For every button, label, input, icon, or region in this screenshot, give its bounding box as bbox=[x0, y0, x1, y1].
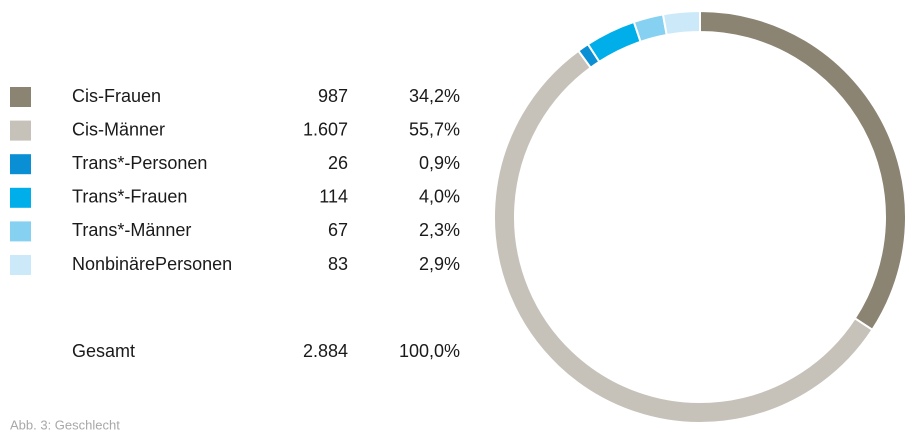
count-label: 83 bbox=[328, 254, 348, 274]
total-value: 2.884 bbox=[303, 341, 348, 361]
legend-swatch bbox=[10, 221, 31, 242]
count-label: 114 bbox=[319, 187, 348, 207]
donut-segment bbox=[661, 9, 701, 37]
share-label: 2,3% bbox=[419, 220, 460, 240]
donut-segment bbox=[493, 49, 874, 424]
count-label: 26 bbox=[328, 153, 348, 173]
legend-label: Trans*-Frauen bbox=[72, 187, 187, 207]
donut-segment bbox=[632, 13, 668, 44]
count-label: 987 bbox=[318, 86, 348, 106]
count-label: 67 bbox=[328, 220, 348, 240]
count-label: 1.607 bbox=[303, 119, 348, 139]
donut-segment bbox=[586, 20, 642, 64]
donut-segment bbox=[699, 9, 907, 332]
legend-swatch bbox=[10, 187, 31, 208]
legend-swatch bbox=[10, 120, 31, 141]
share-label: 4,0% bbox=[419, 187, 460, 207]
share-label: 2,9% bbox=[419, 254, 460, 274]
legend-label: NonbinärePersonen bbox=[72, 254, 232, 274]
share-label: 55,7% bbox=[409, 119, 460, 139]
legend-swatch bbox=[10, 87, 31, 107]
legend-label: Trans*-Männer bbox=[72, 220, 191, 240]
total-label: Gesamt bbox=[72, 341, 135, 361]
legend-swatch bbox=[10, 255, 31, 275]
caption: Abb. 3: Geschlecht bbox=[10, 417, 120, 432]
legend-swatch bbox=[10, 154, 31, 175]
total-share: 100,0% bbox=[399, 341, 460, 361]
share-label: 0,9% bbox=[419, 153, 460, 173]
legend-label: Cis-Männer bbox=[72, 119, 165, 139]
legend-label: Cis-Frauen bbox=[72, 86, 161, 106]
legend-label: Trans*-Personen bbox=[72, 153, 207, 173]
share-label: 34,2% bbox=[409, 86, 460, 106]
